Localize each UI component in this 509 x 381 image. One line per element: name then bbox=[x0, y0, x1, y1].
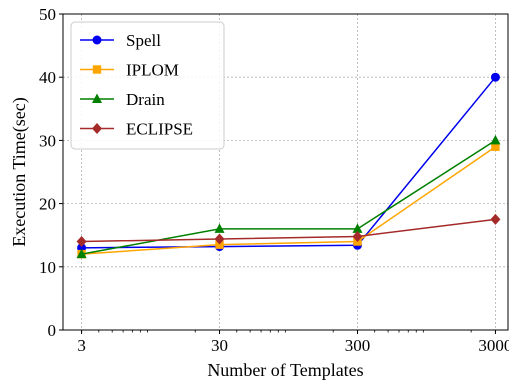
y-tick-label: 50 bbox=[39, 5, 56, 24]
data-point-eclipse bbox=[490, 213, 501, 225]
x-tick-label: 30 bbox=[211, 336, 228, 355]
legend: Spell IPLOM Drain ECLIPSE bbox=[70, 21, 225, 150]
data-point-drain bbox=[352, 223, 363, 233]
series-line-drain bbox=[81, 139, 496, 255]
data-point-eclipse bbox=[214, 233, 225, 245]
data-point-iplom bbox=[491, 142, 500, 151]
data-point-drain bbox=[76, 248, 87, 259]
y-tick-label: 0 bbox=[48, 321, 57, 340]
data-point-eclipse bbox=[352, 230, 363, 242]
data-point-spell bbox=[490, 72, 500, 82]
data-point-eclipse bbox=[76, 236, 87, 248]
y-tick-label: 40 bbox=[39, 68, 56, 87]
x-tick-label: 300 bbox=[345, 336, 371, 355]
axis-ticks: 0 10 20 30 40 50 3 30 300 3000 bbox=[39, 5, 509, 355]
y-tick-label: 30 bbox=[39, 131, 56, 150]
data-point-iplom bbox=[215, 240, 224, 249]
series-line-iplom bbox=[81, 146, 496, 255]
y-tick-label: 10 bbox=[39, 258, 56, 277]
legend-label-eclipse: ECLIPSE bbox=[126, 120, 193, 139]
x-tick-label: 3 bbox=[77, 336, 86, 355]
x-axis-label: Number of Templates bbox=[207, 360, 363, 380]
legend-label-iplom: IPLOM bbox=[126, 61, 179, 80]
series-eclipse bbox=[76, 213, 501, 248]
y-axis-label: Execution Time(sec) bbox=[9, 97, 30, 246]
legend-box bbox=[70, 21, 225, 150]
series-line-eclipse bbox=[81, 218, 496, 243]
legend-label-drain: Drain bbox=[126, 90, 165, 109]
legend-marker-drain bbox=[92, 93, 102, 103]
x-tick-label: 3000 bbox=[478, 336, 509, 355]
y-tick-label: 20 bbox=[39, 195, 56, 214]
series-line-spell bbox=[81, 76, 497, 249]
legend-marker-eclipse bbox=[92, 123, 102, 134]
data-point-drain bbox=[490, 134, 501, 145]
legend-marker-spell bbox=[92, 35, 102, 45]
legend-marker-iplom bbox=[92, 65, 102, 74]
series-lines bbox=[76, 72, 501, 259]
series-drain bbox=[76, 134, 501, 259]
data-point-drain bbox=[214, 223, 225, 233]
legend-label-spell: Spell bbox=[126, 31, 161, 50]
